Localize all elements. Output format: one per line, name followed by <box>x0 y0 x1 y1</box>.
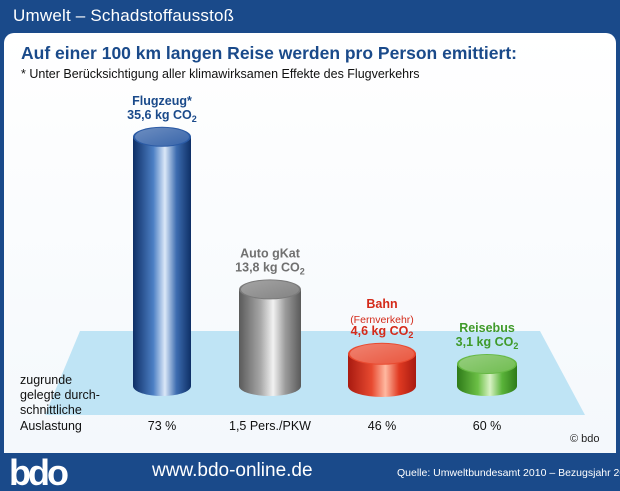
occupancy-row-label-3: schnittliche <box>20 403 82 417</box>
occupancy-row-label-4: Auslastung <box>20 419 82 433</box>
bdo-logo-icon: bdo <box>9 456 71 488</box>
chart-subtitle: * Unter Berücksichtigung aller klimawirk… <box>21 67 420 81</box>
name-label-reisebus: Reisebus <box>459 321 515 335</box>
bar-top-highlight-reisebus <box>459 355 515 373</box>
value-label-reisebus: 3,1 kg CO2 <box>456 335 519 351</box>
website-link[interactable]: www.bdo-online.de <box>152 460 313 481</box>
occupancy-label-reisebus: 60 % <box>473 419 502 433</box>
occupancy-label-auto: 1,5 Pers./PKW <box>229 419 311 433</box>
name-label-bahn: Bahn <box>366 297 397 311</box>
footer-bar <box>0 453 620 491</box>
copyright: © bdo <box>570 433 600 445</box>
value-label-bahn: 4,6 kg CO2 <box>351 324 414 340</box>
occupancy-row-label-2: gelegte durch- <box>20 388 100 402</box>
bar-top-highlight-flugzeug <box>135 127 189 146</box>
bar-auto <box>239 289 301 396</box>
page-title: Umwelt – Schadstoffausstoß <box>13 6 235 25</box>
header-bar: Umwelt – Schadstoffausstoß <box>0 0 620 33</box>
occupancy-label-flugzeug: 73 % <box>148 419 177 433</box>
value-label-flugzeug: 35,6 kg CO2 <box>127 108 197 124</box>
bar-bahn <box>348 353 416 397</box>
chart-title: Auf einer 100 km langen Reise werden pro… <box>21 43 517 63</box>
bar-top-highlight-auto <box>241 280 299 299</box>
occupancy-row-label-1: zugrunde <box>20 373 72 387</box>
name-label-auto: Auto gKat <box>240 246 301 260</box>
occupancy-label-bahn: 46 % <box>368 419 397 433</box>
name-label-flugzeug: Flugzeug* <box>132 94 192 108</box>
note-label-bahn: (Fernverkehr) <box>350 314 414 326</box>
source-note: Quelle: Umweltbundesamt 2010 – Bezugsjah… <box>397 467 620 479</box>
bar-flugzeug <box>133 136 191 397</box>
svg-text:bdo: bdo <box>9 456 68 488</box>
bar-top-highlight-bahn <box>350 343 414 364</box>
value-label-auto: 13,8 kg CO2 <box>235 260 305 276</box>
